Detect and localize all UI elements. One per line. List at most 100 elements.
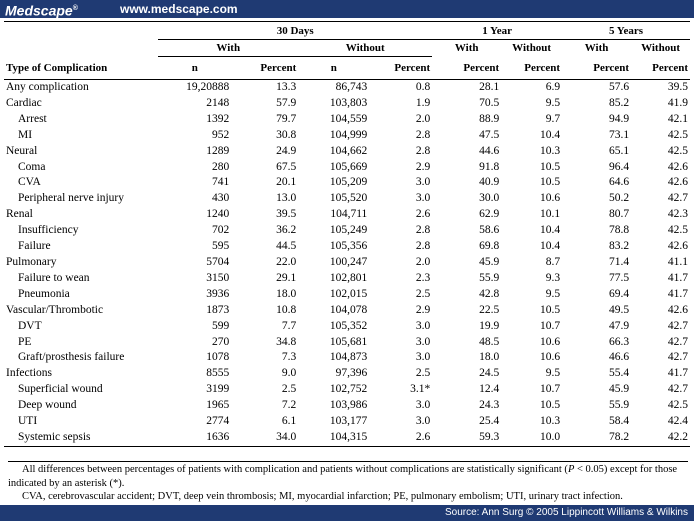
table-cell: 1873 bbox=[206, 303, 230, 316]
note-text: All differences between percentages of p… bbox=[22, 464, 568, 475]
table-cell: 45.9 bbox=[479, 255, 500, 268]
row-label: DVT bbox=[18, 319, 42, 332]
table-cell: 42.7 bbox=[667, 319, 688, 332]
table-cell: 50.2 bbox=[608, 192, 630, 205]
site-url-link[interactable]: www.medscape.com bbox=[120, 2, 238, 16]
table-cell: 10.6 bbox=[539, 335, 561, 348]
table-cell: 30.8 bbox=[276, 128, 297, 141]
table-cell: 430 bbox=[212, 192, 230, 205]
row-label: Deep wound bbox=[18, 399, 77, 412]
row-label: Vascular/Thrombotic bbox=[6, 303, 104, 316]
table-cell: 3.0 bbox=[415, 319, 431, 332]
table-cell: 2.8 bbox=[415, 224, 431, 237]
table-cell: 30.0 bbox=[479, 192, 500, 205]
table-cell: 105,356 bbox=[329, 240, 368, 253]
col-header-percent: Percent bbox=[501, 56, 563, 80]
logo-text: Medscape bbox=[5, 2, 73, 19]
table-cell: 3199 bbox=[206, 383, 230, 396]
table-cell: 3.0 bbox=[415, 399, 431, 412]
table-cell: 9.5 bbox=[545, 367, 561, 380]
row-label: Infections bbox=[6, 367, 52, 380]
footer-bar: Source: Ann Surg © 2005 Lippincott Willi… bbox=[0, 505, 694, 521]
table-row: Superficial wound 3199 2.5 102,752 3.1* 12.4 1… bbox=[4, 382, 690, 398]
header-bar: Medscape® www.medscape.com bbox=[0, 0, 694, 20]
abbreviations-note: CVA, cerebrovascular accident; DVT, deep… bbox=[22, 491, 623, 502]
table-cell: 105,520 bbox=[329, 192, 368, 205]
table-row: Failure to wean 3150 29.1 102,801 2.3 55.9 9.3… bbox=[4, 271, 690, 287]
row-label: PE bbox=[18, 335, 32, 348]
col-header-n: n bbox=[158, 56, 232, 80]
table-cell: 85.2 bbox=[608, 96, 630, 109]
table-cell: 41.7 bbox=[667, 287, 688, 300]
table-cell: 10.1 bbox=[539, 208, 561, 221]
table-row: Renal 1240 39.5 104,711 2.6 62.9 10.1 80.7 42.3 bbox=[4, 207, 690, 223]
table-cell: 13.0 bbox=[276, 192, 297, 205]
table-cell: 24.5 bbox=[479, 367, 500, 380]
table-cell: 5704 bbox=[206, 255, 230, 268]
table-cell: 2.3 bbox=[415, 271, 431, 284]
table-cell: 55.9 bbox=[608, 399, 630, 412]
table-row: CVA 741 20.1 105,209 3.0 40.9 10.5 64.6 42.6 bbox=[4, 175, 690, 191]
row-label: Any complication bbox=[6, 81, 89, 93]
row-label: Failure to wean bbox=[18, 271, 90, 284]
table-cell: 77.5 bbox=[608, 271, 630, 284]
table-row: Any complication 19,20888 13.3 86,743 0.8 28.… bbox=[4, 80, 690, 96]
table-cell: 34.8 bbox=[276, 335, 297, 348]
table-cell: 78.8 bbox=[608, 224, 630, 237]
table-cell: 0.8 bbox=[415, 81, 431, 93]
table-cell: 100,247 bbox=[329, 255, 368, 268]
table-cell: 10.5 bbox=[539, 160, 561, 173]
table-cell: 42.4 bbox=[667, 415, 688, 428]
table-cell: 42.2 bbox=[631, 429, 690, 447]
table-cell: 18.0 bbox=[479, 351, 500, 364]
table-cell: 105,249 bbox=[329, 224, 368, 237]
table-row: Graft/prosthesis failure 1078 7.3 104,873 3.… bbox=[4, 350, 690, 366]
row-label: Pulmonary bbox=[6, 255, 57, 268]
table-cell: 42.5 bbox=[667, 144, 688, 157]
table-cell: 1240 bbox=[206, 208, 230, 221]
col-header-percent: Percent bbox=[432, 56, 502, 80]
table-cell: 1965 bbox=[206, 399, 230, 412]
table-row: Neural 1289 24.9 104,662 2.8 44.6 10.3 65.1 42.5 bbox=[4, 144, 690, 160]
table-cell: 2.8 bbox=[415, 144, 431, 157]
table-cell: 42.8 bbox=[479, 287, 500, 300]
table-cell: 42.5 bbox=[667, 399, 688, 412]
table-cell: 8.7 bbox=[545, 255, 561, 268]
table-cell: 2.5 bbox=[415, 287, 431, 300]
table-cell: 105,681 bbox=[329, 335, 368, 348]
table-cell: 702 bbox=[212, 224, 230, 237]
table-cell: 69.4 bbox=[608, 287, 630, 300]
table-cell: 71.4 bbox=[608, 255, 630, 268]
table-cell: 49.5 bbox=[608, 303, 630, 316]
table-cell: 10.4 bbox=[539, 128, 561, 141]
table-cell: 22.0 bbox=[276, 255, 297, 268]
table-cell: 13.3 bbox=[276, 81, 297, 93]
table-cell: 42.5 bbox=[667, 224, 688, 237]
table-row: DVT 599 7.7 105,352 3.0 19.9 10.7 47.9 42.7 bbox=[4, 319, 690, 335]
table-cell: 83.2 bbox=[608, 240, 630, 253]
table-row: Deep wound 1965 7.2 103,986 3.0 24.3 10.5 55.9 4… bbox=[4, 398, 690, 414]
row-label: Pneumonia bbox=[18, 287, 70, 300]
table-cell: 952 bbox=[212, 128, 230, 141]
table-cell: 65.1 bbox=[608, 144, 630, 157]
table-cell: 42.5 bbox=[667, 128, 688, 141]
table-cell: 2.0 bbox=[415, 255, 431, 268]
table-row: Vascular/Thrombotic 1873 10.8 104,078 2.9 22.… bbox=[4, 303, 690, 319]
table-cell: 2.9 bbox=[415, 303, 431, 316]
source-credit: Source: Ann Surg © 2005 Lippincott Willi… bbox=[444, 507, 688, 518]
table-cell: 39.5 bbox=[667, 81, 688, 93]
table-cell: 45.9 bbox=[608, 383, 630, 396]
table-cell: 599 bbox=[212, 319, 230, 332]
medscape-logo[interactable]: Medscape® bbox=[5, 0, 78, 20]
table-cell: 86,743 bbox=[335, 81, 368, 93]
table-cell: 10.5 bbox=[539, 399, 561, 412]
table-cell: 91.8 bbox=[479, 160, 500, 173]
table-cell: 42.7 bbox=[667, 383, 688, 396]
table-row: Coma 280 67.5 105,669 2.9 91.8 10.5 96.4 42.6 bbox=[4, 160, 690, 176]
table-cell: 78.2 bbox=[562, 429, 632, 447]
p-symbol: P bbox=[567, 464, 575, 475]
table-content: 30 Days 1 Year 5 Years With Without With… bbox=[0, 18, 694, 505]
table-cell: 105,352 bbox=[329, 319, 368, 332]
table-cell: 10.5 bbox=[539, 303, 561, 316]
subheader-1y-with: With bbox=[432, 39, 502, 57]
